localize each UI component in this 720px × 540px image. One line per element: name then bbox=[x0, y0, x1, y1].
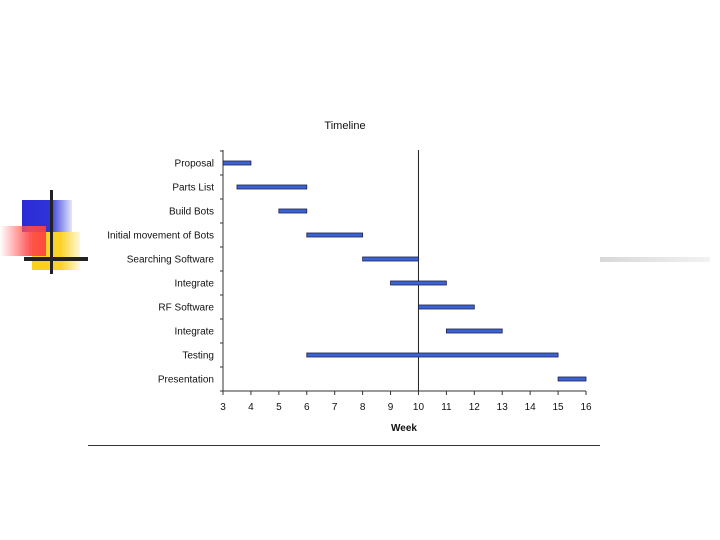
task-label: Searching Software bbox=[127, 255, 215, 266]
x-tick-label: 10 bbox=[413, 402, 425, 413]
task-label: RF Software bbox=[158, 303, 214, 314]
gantt-bar bbox=[278, 208, 308, 214]
chart-title: Timeline bbox=[324, 120, 365, 132]
task-label: Integrate bbox=[175, 279, 215, 290]
task-label: Integrate bbox=[175, 327, 215, 338]
plot-area: 3 4 5 6 7 8 9 10 11 12 13 14 15 16 Proposal Parts List B… bbox=[107, 150, 592, 413]
gantt-bar bbox=[445, 328, 503, 334]
x-tick-label: 15 bbox=[553, 402, 565, 413]
task-label: Presentation bbox=[158, 375, 214, 386]
x-axis-title: Week bbox=[391, 423, 417, 434]
gantt-bar bbox=[236, 184, 308, 190]
x-tick-label: 12 bbox=[469, 402, 481, 413]
gantt-bar bbox=[557, 376, 587, 382]
gantt-bar bbox=[306, 232, 364, 238]
task-label: Build Bots bbox=[169, 207, 214, 218]
gantt-bar bbox=[362, 256, 419, 262]
x-tick-label: 3 bbox=[220, 402, 226, 413]
x-tick-label: 14 bbox=[525, 402, 537, 413]
gantt-bar bbox=[306, 352, 559, 358]
gantt-bar bbox=[222, 160, 252, 166]
x-tick-label: 16 bbox=[580, 402, 592, 413]
decor-vertical-line bbox=[50, 190, 53, 274]
x-tick-label: 13 bbox=[497, 402, 509, 413]
decor-fade-line bbox=[600, 257, 710, 262]
task-label: Initial movement of Bots bbox=[107, 231, 214, 242]
x-tick-label: 11 bbox=[441, 402, 452, 413]
task-label: Parts List bbox=[172, 183, 214, 194]
x-tick-label: 8 bbox=[360, 402, 366, 413]
x-tick-label: 4 bbox=[248, 402, 254, 413]
x-tick-label: 5 bbox=[276, 402, 282, 413]
gantt-bar bbox=[390, 280, 447, 286]
slide-bottom-rule bbox=[88, 445, 600, 446]
x-tick-label: 7 bbox=[332, 402, 338, 413]
gantt-bar bbox=[418, 304, 475, 310]
task-label: Testing bbox=[182, 351, 214, 362]
x-tick-label: 6 bbox=[304, 402, 310, 413]
task-label: Proposal bbox=[175, 159, 214, 170]
decor-horizontal-line bbox=[24, 257, 88, 261]
decor-red-square bbox=[0, 226, 46, 256]
x-tick-label: 9 bbox=[388, 402, 394, 413]
